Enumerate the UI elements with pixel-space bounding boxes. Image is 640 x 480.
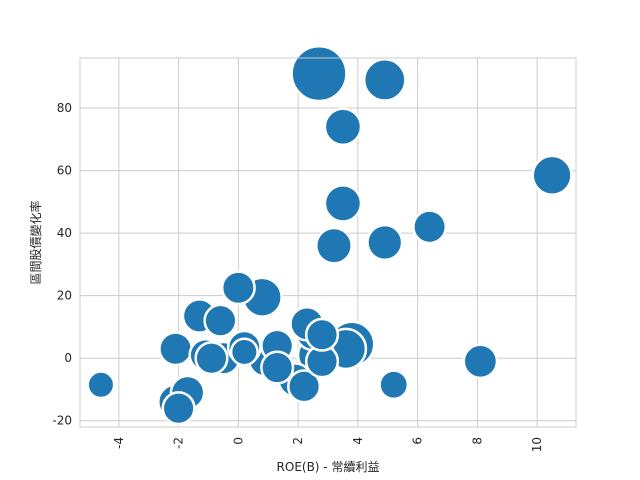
data-point: [194, 341, 229, 376]
x-tick-label: 8: [470, 437, 484, 445]
data-point: [290, 44, 348, 103]
x-axis-label: ROE(B) - 常續利益: [277, 459, 380, 474]
y-tick-label: -20: [52, 414, 72, 428]
x-tick-label: -4: [112, 437, 126, 449]
y-tick-labels: -20 0 20 40 60 80: [52, 101, 72, 428]
data-point: [412, 209, 448, 245]
y-tick-label: 20: [57, 289, 72, 303]
data-point: [260, 350, 295, 385]
data-point: [86, 370, 116, 400]
x-tick-label: 10: [530, 437, 544, 452]
y-tick-label: 80: [57, 101, 72, 115]
data-point: [161, 391, 196, 426]
data-point: [531, 154, 573, 196]
data-point: [287, 369, 322, 404]
y-axis-label: 區間股價變化率: [28, 200, 43, 284]
data-point: [203, 303, 238, 338]
x-tick-label: 4: [351, 437, 365, 445]
y-tick-label: 0: [64, 351, 72, 365]
data-point: [323, 107, 363, 147]
data-point: [158, 331, 194, 367]
x-tick-label: 2: [291, 437, 305, 445]
data-point: [462, 343, 499, 380]
data-point: [229, 337, 259, 367]
data-point: [304, 317, 340, 352]
data-point: [366, 223, 404, 262]
data-point: [362, 58, 407, 102]
x-tick-label: 0: [231, 437, 245, 445]
x-tick-labels: -4 -2 0 2 4 6 8 10: [112, 437, 544, 452]
data-point: [220, 270, 256, 306]
data-point: [323, 184, 363, 223]
data-point: [378, 369, 410, 401]
y-tick-label: 40: [57, 226, 72, 240]
y-tick-label: 60: [57, 164, 72, 178]
x-tick-label: -2: [172, 437, 186, 449]
plot-frame: [79, 57, 577, 428]
data-point: [315, 226, 353, 265]
grid: [80, 58, 576, 427]
bubble-layer: [86, 44, 573, 426]
x-tick-label: 6: [411, 437, 425, 445]
